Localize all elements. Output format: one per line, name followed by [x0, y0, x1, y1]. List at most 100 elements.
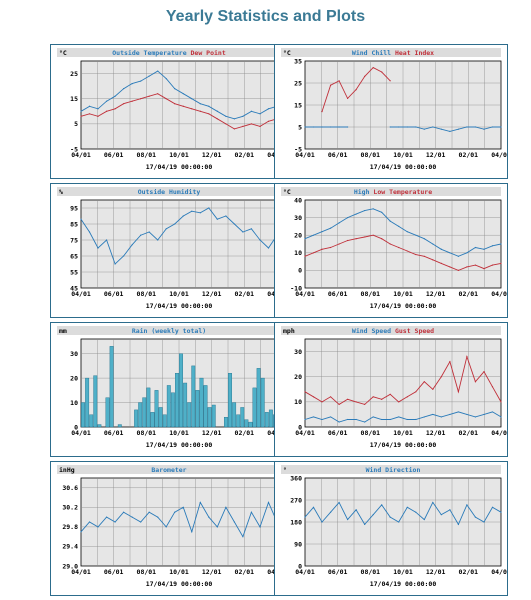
- data-point: [267, 501, 270, 504]
- data-point: [191, 108, 193, 110]
- data-point: [259, 526, 261, 528]
- data-point: [449, 266, 451, 268]
- data-point: [114, 263, 116, 265]
- x-tick-label: 04/01: [71, 290, 91, 298]
- data-point: [440, 248, 442, 250]
- x-tick-label: 06/01: [104, 568, 124, 576]
- data-point: [372, 234, 374, 236]
- data-point: [329, 126, 332, 128]
- rain-bar: [211, 404, 216, 428]
- data-point: [250, 511, 253, 513]
- data-point: [440, 128, 442, 130]
- data-point: [216, 118, 218, 120]
- data-point: [233, 118, 235, 120]
- data-point: [347, 518, 349, 521]
- x-tick-label: 04/01: [491, 151, 507, 159]
- data-point: [389, 393, 391, 395]
- rain-bar: [175, 373, 179, 428]
- title-part: Gust Speed: [391, 327, 434, 335]
- data-point: [483, 268, 485, 270]
- rain-bar: [268, 409, 273, 428]
- data-point: [406, 126, 408, 128]
- data-point: [457, 411, 459, 413]
- data-point: [355, 401, 357, 403]
- data-point: [381, 398, 383, 400]
- data-point: [491, 264, 494, 266]
- x-tick-label: 02/01: [235, 429, 255, 437]
- data-point: [199, 110, 201, 112]
- y-tick-label: 95: [70, 204, 78, 212]
- data-point: [491, 245, 494, 247]
- data-point: [321, 521, 323, 523]
- data-point: [148, 75, 150, 77]
- y-tick-label: 0: [298, 562, 302, 570]
- data-point: [415, 234, 417, 236]
- unit-label: °C: [283, 49, 291, 57]
- data-point: [131, 516, 133, 518]
- data-point: [140, 98, 142, 100]
- chart-header-bg: [57, 326, 277, 335]
- x-tick-label: 02/01: [459, 429, 479, 437]
- data-point: [423, 381, 425, 383]
- y-tick-label: 45: [70, 284, 78, 292]
- data-point: [466, 413, 468, 416]
- data-point: [338, 80, 340, 82]
- date-label: 17/04/19 00:00:00: [370, 302, 437, 310]
- data-point: [182, 506, 184, 508]
- data-point: [338, 243, 340, 245]
- data-point: [474, 264, 477, 266]
- chart-header-bg: [281, 48, 501, 57]
- y-tick-label: 30.6: [62, 484, 78, 492]
- x-tick-label: 04/01: [295, 568, 315, 576]
- data-point: [398, 401, 400, 403]
- title-part: Outside Temperature: [112, 49, 186, 57]
- x-tick-label: 08/01: [137, 568, 157, 576]
- y-tick-label: 360: [290, 474, 302, 482]
- x-tick-label: 02/01: [459, 151, 479, 159]
- y-tick-label: 20: [70, 374, 78, 382]
- data-point: [191, 531, 193, 533]
- chart-panel-humidity: % Outside Humidity 95 85 75 65 55 45 04/01 06/01 0…: [50, 183, 284, 318]
- x-tick-label: 06/01: [328, 151, 348, 159]
- data-point: [259, 125, 261, 127]
- data-point: [466, 266, 468, 268]
- unit-label: mm: [59, 327, 67, 335]
- data-point: [304, 255, 306, 257]
- y-tick-label: 30.2: [62, 504, 78, 512]
- y-tick-label: 20: [294, 232, 302, 240]
- y-tick-label: 75: [70, 236, 78, 244]
- unit-label: °C: [59, 49, 67, 57]
- data-point: [483, 521, 485, 523]
- chart-panel-wind-direction: ° Wind Direction 360 270 180 90 0 04/01 06/01 08/…: [274, 461, 508, 596]
- data-point: [406, 231, 408, 233]
- rain-bar: [117, 424, 122, 428]
- x-tick-label: 06/01: [328, 429, 348, 437]
- data-point: [389, 418, 391, 421]
- data-point: [312, 252, 315, 254]
- data-point: [491, 126, 494, 128]
- data-point: [148, 95, 150, 97]
- data-point: [355, 509, 357, 511]
- series-line-0: [80, 501, 278, 538]
- x-tick-label: 04/01: [295, 151, 315, 159]
- rain-bar: [224, 417, 228, 428]
- title-part: High: [354, 188, 370, 196]
- data-point: [304, 516, 306, 518]
- data-point: [432, 413, 434, 416]
- data-point: [148, 231, 150, 233]
- data-point: [157, 93, 159, 95]
- data-point: [500, 401, 502, 403]
- series-line-0: [304, 501, 502, 526]
- data-point: [312, 416, 315, 418]
- data-point: [364, 421, 366, 423]
- data-point: [449, 361, 451, 363]
- data-point: [389, 80, 391, 82]
- data-point: [338, 126, 340, 128]
- data-point: [389, 220, 391, 222]
- x-tick-label: 10/01: [169, 151, 189, 159]
- x-tick-label: 06/01: [104, 429, 124, 437]
- data-point: [500, 416, 502, 418]
- data-point: [123, 255, 125, 257]
- rain-bar: [199, 377, 204, 428]
- y-tick-label: -5: [70, 145, 78, 153]
